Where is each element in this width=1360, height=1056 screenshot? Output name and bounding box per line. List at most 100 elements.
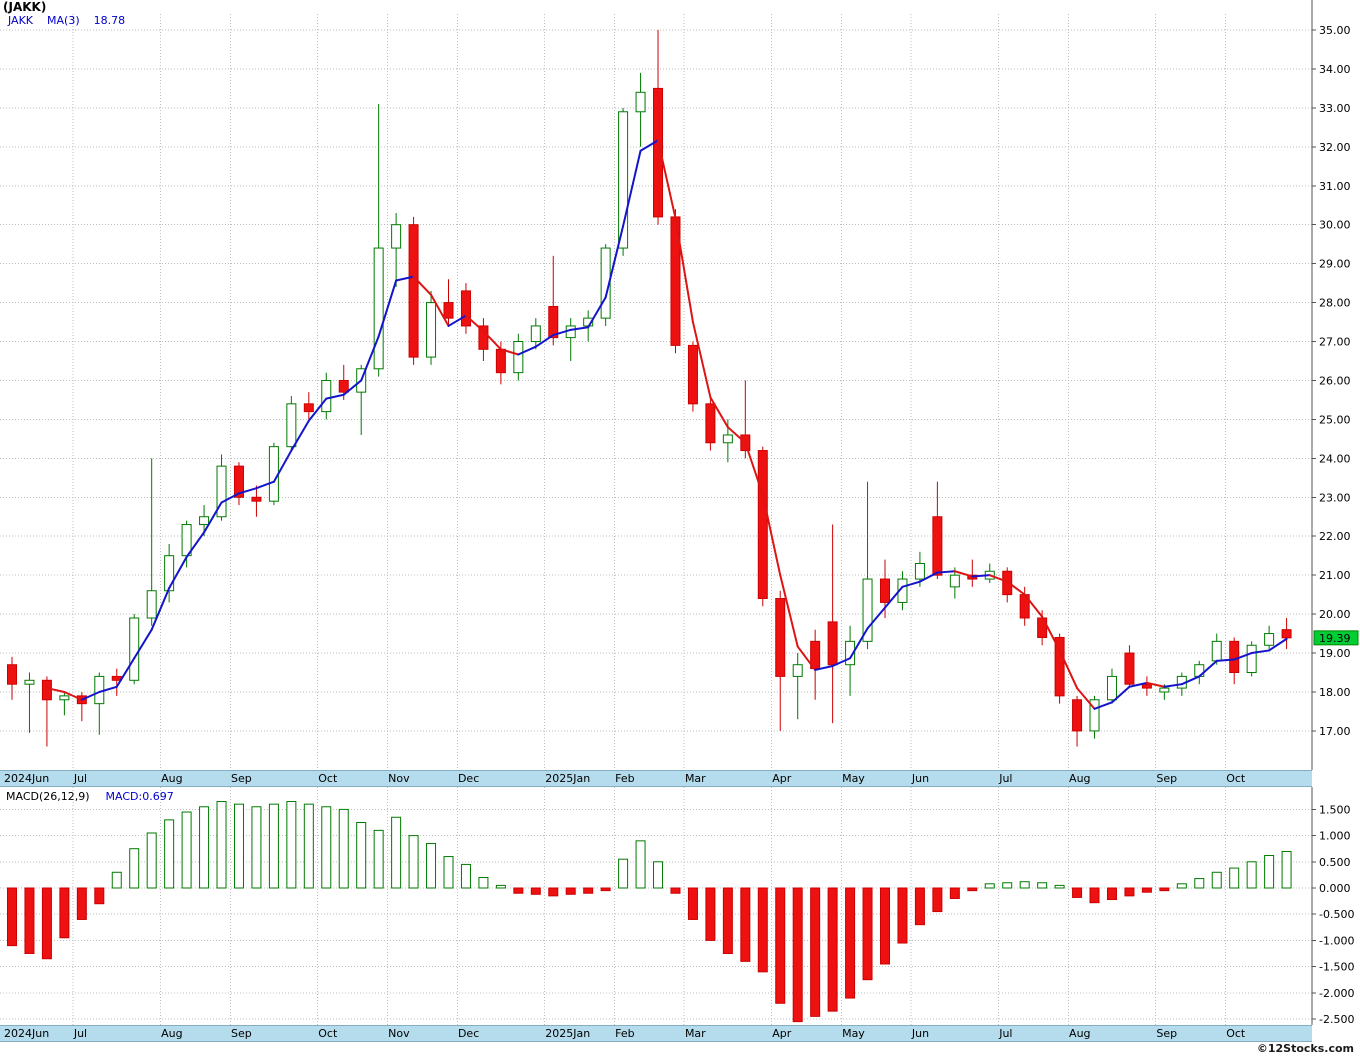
ma-line-segment — [342, 379, 363, 396]
ma-line-segment — [377, 279, 398, 338]
macd-bar-negative — [59, 887, 70, 939]
candle-down — [495, 348, 506, 374]
macd-bar-positive — [164, 819, 175, 889]
macd-bar-positive — [286, 801, 297, 889]
ma-line-segment — [744, 441, 764, 496]
candle-down — [478, 325, 489, 350]
price-axis-label: 35.00 — [1319, 24, 1351, 37]
month-label: Aug — [1069, 772, 1091, 785]
price-axis-label: 30.00 — [1319, 219, 1351, 232]
macd-bar-positive — [1037, 882, 1048, 889]
candle-up — [268, 446, 279, 502]
month-label: Apr — [772, 772, 792, 785]
macd-bar-positive — [495, 884, 506, 889]
macd-bar-negative — [1106, 887, 1117, 901]
macd-bar-positive — [199, 806, 210, 889]
month-label: 2025Jan — [545, 1027, 591, 1040]
macd-axis-label: 0.500 — [1319, 856, 1351, 869]
candle-up — [1159, 687, 1170, 693]
macd-bar-negative — [548, 887, 559, 897]
candle-down — [303, 403, 314, 413]
ma-line-segment — [1250, 649, 1271, 655]
macd-indicator-label: MACD(26,12,9) — [6, 790, 90, 803]
macd-bar-negative — [705, 887, 716, 941]
month-label: Jun — [911, 1027, 930, 1040]
macd-bar-positive — [1054, 884, 1065, 889]
price-axis-label: 29.00 — [1319, 258, 1351, 271]
candle-down — [687, 344, 698, 405]
macd-bar-negative — [775, 887, 786, 1004]
ma-line-segment — [325, 393, 345, 400]
ma-line-segment — [482, 330, 502, 351]
macd-bar-negative — [670, 887, 681, 894]
ma-line-segment — [552, 328, 572, 337]
ma-line-segment — [1093, 701, 1113, 710]
macd-bar-negative — [687, 887, 698, 920]
candle-up — [1264, 633, 1275, 646]
candle-down — [1124, 652, 1135, 685]
page-title: (JAKK) — [3, 0, 47, 14]
month-label: 2024Jun — [4, 772, 50, 785]
ma-line-segment — [1145, 681, 1166, 688]
macd-bar-negative — [600, 887, 611, 892]
macd-bar-positive — [478, 877, 489, 889]
month-label: Jul — [73, 1027, 88, 1040]
ma-line-segment — [1233, 652, 1253, 661]
price-axis-label: 17.00 — [1319, 725, 1351, 738]
ma-line-segment — [953, 570, 974, 578]
month-label: May — [842, 772, 865, 785]
ma-line-segment — [639, 139, 660, 152]
macd-axis-label: -0.500 — [1319, 908, 1354, 921]
ma-line-segment — [360, 335, 380, 382]
macd-bar-positive — [426, 842, 437, 889]
x-axis-month-strip-top: 2024Jun Jul Aug Sep Oct Nov Dec 2025Jan Feb Mar Ap… — [0, 770, 1312, 787]
price-axis-label: 23.00 — [1319, 491, 1351, 504]
candlestick-price-chart: 35.00 34.00 33.00 32.00 31.00 30.00 29.00 28.00… — [0, 0, 1359, 770]
candle-down — [460, 290, 471, 327]
month-label: Jun — [911, 772, 930, 785]
macd-bar-positive — [303, 803, 314, 889]
x-axis-month-strip-bottom: 2024Jun Jul Aug Sep Oct Nov Dec 2025Jan Feb Mar Ap… — [0, 1025, 1312, 1042]
candle-down — [705, 403, 716, 444]
macd-bar-negative — [845, 887, 856, 999]
candle-up — [722, 434, 733, 444]
legend-symbol-label: JAKK — [8, 14, 34, 27]
candle-up — [199, 516, 210, 526]
ma-line-segment — [133, 628, 153, 660]
candle-down — [932, 516, 943, 576]
macd-bar-positive — [1264, 855, 1275, 889]
ma-line-segment — [657, 139, 677, 220]
ma-line-segment — [98, 685, 118, 693]
candle-up — [373, 247, 384, 370]
month-label: 2024Jun — [4, 1027, 50, 1040]
ma-line-segment — [988, 574, 1009, 583]
month-label: Apr — [772, 1027, 792, 1040]
month-label: Jul — [999, 772, 1013, 785]
macd-bar-negative — [810, 887, 821, 1017]
watermark: ©12Stocks.com — [1256, 1042, 1354, 1055]
macd-bar-negative — [565, 887, 576, 895]
ma-line-segment — [237, 487, 258, 495]
ma-line-segment — [412, 275, 433, 296]
candle-up — [146, 590, 157, 619]
candle-up — [1089, 699, 1100, 732]
candle-down — [757, 450, 768, 600]
ma-line-segment — [761, 493, 782, 577]
candle-down — [41, 679, 52, 701]
macd-bar-positive — [408, 835, 419, 889]
macd-axis-label: -1.000 — [1319, 934, 1354, 947]
candle-down — [548, 305, 559, 339]
macd-bar-negative — [1124, 887, 1135, 897]
month-label: Aug — [161, 772, 183, 785]
price-axis-label: 34.00 — [1319, 63, 1351, 76]
month-label: Mar — [684, 1027, 706, 1040]
last-price-tag — [1313, 630, 1359, 646]
ma-line-segment — [499, 348, 520, 356]
macd-bar-positive — [129, 848, 140, 889]
candle-up — [129, 617, 140, 681]
ma-line-segment — [622, 149, 642, 227]
candle-up — [530, 325, 541, 343]
month-label: 2025Jan — [545, 772, 591, 785]
month-label: Feb — [615, 772, 635, 785]
ma-line-segment — [691, 321, 712, 399]
